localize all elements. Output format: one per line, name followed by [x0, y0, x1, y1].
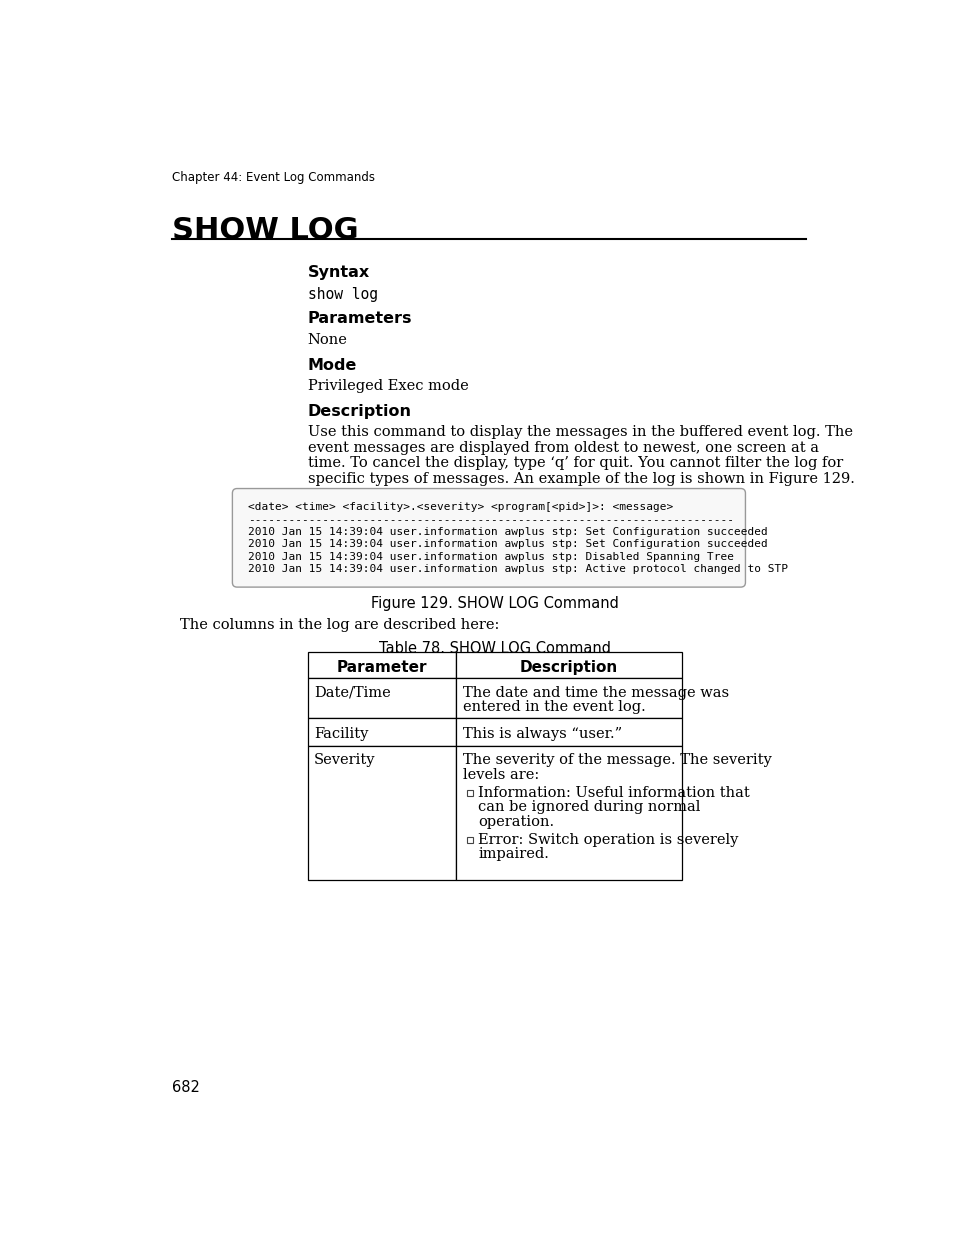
Bar [456, 718, 681, 746]
Text: operation.: operation. [477, 815, 554, 829]
Text: None: None [307, 333, 347, 347]
Bar [456, 652, 681, 678]
Text: Mode: Mode [307, 358, 356, 373]
Bar [307, 718, 456, 746]
Bar [456, 746, 681, 881]
Text: 2010 Jan 15 14:39:04 user.information awplus stp: Disabled Spanning Tree: 2010 Jan 15 14:39:04 user.information aw… [248, 552, 733, 562]
Text: SHOW LOG: SHOW LOG [172, 216, 358, 245]
Text: ------------------------------------------------------------------------: ----------------------------------------… [248, 515, 733, 525]
Text: Date/Time: Date/Time [314, 685, 390, 700]
Text: <date> <time> <facility>.<severity> <program[<pid>]>: <message>: <date> <time> <facility>.<severity> <pro… [248, 503, 673, 513]
Bar [467, 790, 472, 795]
Bar [307, 652, 456, 678]
Text: The columns in the log are described here:: The columns in the log are described her… [179, 618, 498, 632]
Text: The date and time the message was: The date and time the message was [462, 685, 728, 700]
Text: Facility: Facility [314, 727, 368, 741]
Text: Description: Description [519, 661, 618, 676]
Bar [307, 678, 456, 718]
Text: Parameter: Parameter [336, 661, 427, 676]
Text: event messages are displayed from oldest to newest, one screen at a: event messages are displayed from oldest… [307, 441, 818, 454]
Text: Use this command to display the messages in the buffered event log. The: Use this command to display the messages… [307, 425, 852, 440]
Text: Table 78. SHOW LOG Command: Table 78. SHOW LOG Command [378, 641, 610, 656]
Text: Syntax: Syntax [307, 266, 370, 280]
Bar [456, 678, 681, 718]
Text: time. To cancel the display, type ‘q’ for quit. You cannot filter the log for: time. To cancel the display, type ‘q’ fo… [307, 456, 841, 471]
Text: Parameters: Parameters [307, 311, 412, 326]
Text: Description: Description [307, 404, 411, 419]
FancyBboxPatch shape [233, 489, 744, 587]
Text: Error: Switch operation is severely: Error: Switch operation is severely [477, 832, 738, 847]
Text: 2010 Jan 15 14:39:04 user.information awplus stp: Set Configuration succeeded: 2010 Jan 15 14:39:04 user.information aw… [248, 540, 767, 550]
Text: Privileged Exec mode: Privileged Exec mode [307, 379, 468, 393]
Text: Chapter 44: Event Log Commands: Chapter 44: Event Log Commands [172, 172, 375, 184]
Bar [307, 746, 456, 881]
Text: specific types of messages. An example of the log is shown in Figure 129.: specific types of messages. An example o… [307, 472, 854, 485]
Text: This is always “user.”: This is always “user.” [462, 727, 621, 741]
Text: 2010 Jan 15 14:39:04 user.information awplus stp: Set Configuration succeeded: 2010 Jan 15 14:39:04 user.information aw… [248, 527, 767, 537]
Text: 2010 Jan 15 14:39:04 user.information awplus stp: Active protocol changed to STP: 2010 Jan 15 14:39:04 user.information aw… [248, 564, 787, 574]
Text: entered in the event log.: entered in the event log. [462, 700, 644, 714]
Text: Severity: Severity [314, 753, 375, 767]
Text: can be ignored during normal: can be ignored during normal [477, 800, 700, 814]
Text: Figure 129. SHOW LOG Command: Figure 129. SHOW LOG Command [371, 597, 618, 611]
Bar [467, 837, 472, 842]
Text: Information: Useful information that: Information: Useful information that [477, 785, 749, 800]
Text: show log: show log [307, 287, 377, 301]
Text: impaired.: impaired. [477, 847, 548, 861]
Text: The severity of the message. The severity: The severity of the message. The severit… [462, 753, 771, 767]
Text: levels are:: levels are: [462, 768, 538, 782]
Text: 682: 682 [172, 1079, 199, 1095]
